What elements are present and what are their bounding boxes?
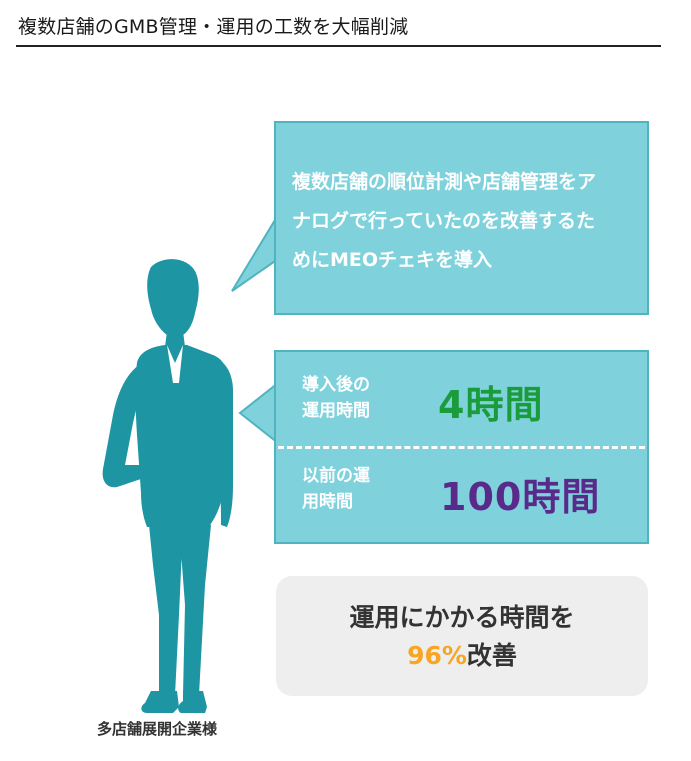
before-label-line: 用時間	[302, 492, 353, 512]
improvement-percent: 96%	[407, 641, 467, 670]
comparison-bubble-tail	[238, 382, 279, 444]
person-caption: 多店舗展開企業様	[96, 720, 217, 738]
quote-line: 複数店舗の順位計測や店舗管理をア	[292, 171, 597, 193]
result-box: 運用にかかる時間を 96%改善	[276, 576, 648, 696]
speech-bubble-tail	[231, 214, 279, 292]
after-label-line: 導入後の	[302, 375, 370, 395]
result-improvement: 96%改善	[276, 636, 648, 672]
quote-text: 複数店舗の順位計測や店舗管理をア ナログで行っていたのを改善するた めにMEOチ…	[292, 163, 635, 280]
quote-line: ナログで行っていたのを改善するた	[292, 210, 596, 232]
quote-line: めにMEOチェキを導入	[292, 249, 493, 271]
result-headline: 運用にかかる時間を	[349, 603, 575, 632]
page-title: 複数店舗のGMB管理・運用の工数を大幅削減	[18, 16, 409, 38]
before-value: 100時間	[440, 475, 601, 519]
quote-bubble: 複数店舗の順位計測や店舗管理をア ナログで行っていたのを改善するた めにMEOチ…	[274, 121, 649, 315]
before-label-line: 以前の運	[302, 466, 370, 486]
comparison-bubble: 導入後の 運用時間 4時間 以前の運 用時間 100時間	[274, 350, 649, 544]
before-label: 以前の運 用時間	[302, 463, 370, 515]
title-divider	[16, 45, 661, 47]
after-value: 4時間	[438, 383, 544, 427]
after-label-line: 運用時間	[302, 401, 370, 421]
dashed-divider	[278, 446, 645, 449]
after-row: 導入後の 運用時間 4時間	[276, 352, 647, 447]
improvement-suffix: 改善	[466, 641, 517, 670]
before-row: 以前の運 用時間 100時間	[276, 449, 647, 544]
after-label: 導入後の 運用時間	[302, 372, 370, 424]
businesswoman-silhouette-icon	[102, 259, 233, 713]
